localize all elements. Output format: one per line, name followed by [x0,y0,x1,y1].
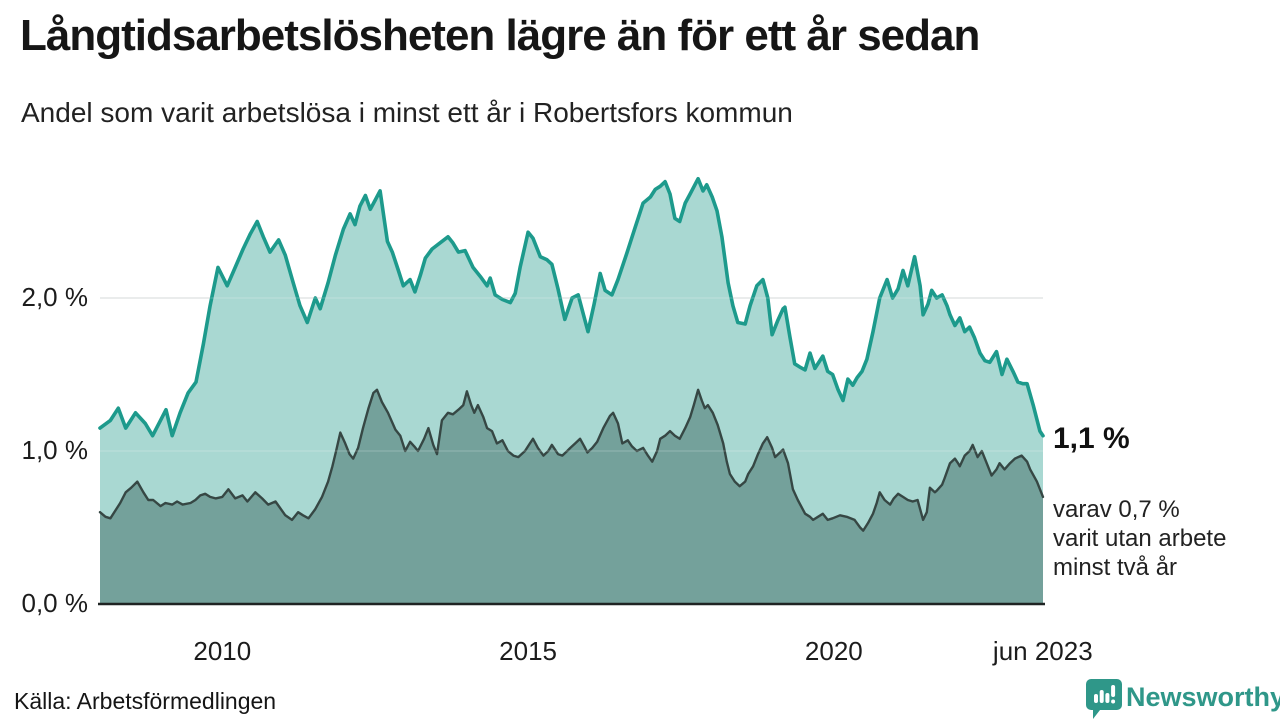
annotation-breakdown-line: minst två år [1053,554,1178,581]
bar-3 [1105,693,1110,703]
newsworthy-logo-icon [1086,679,1122,719]
gridline-highlights [100,297,1043,452]
y-tick-label: 2,0 % [21,282,89,312]
x-tick-label: 2015 [499,636,557,666]
x-tick-label: 2010 [193,636,252,666]
annotation-breakdown-line: varav 0,7 % [1053,496,1180,523]
series-area-1 [100,389,1043,604]
bar-1 [1094,694,1098,703]
exclamation-dot [1111,699,1116,704]
x-tick-label: 2020 [804,636,863,666]
latest-value-label: 1,1 % [1053,422,1130,455]
y-tick-label: 1,0 % [21,435,89,465]
source-note: Källa: Arbetsförmedlingen [14,688,277,714]
series-line-1 [98,388,1045,532]
series-line-0 [98,176,1045,438]
annotation-breakdown-line: varit utan arbete [1053,525,1227,552]
chart-series [98,176,1045,604]
brand-wordmark: Newsworthy [1126,682,1280,712]
breakdown-annotation: varav 0,7 % varit utan arbete minst två år [1053,495,1226,582]
speech-bubble-shape [1086,679,1122,719]
exclamation-bar [1111,685,1116,697]
bar-2 [1099,690,1104,703]
page-title: Långtidsarbetslösheten lägre än för ett … [20,11,980,60]
x-tick-label: jun 2023 [992,636,1093,666]
page-subtitle: Andel som varit arbetslösa i minst ett å… [21,97,793,128]
y-tick-label: 0,0 % [21,588,89,618]
